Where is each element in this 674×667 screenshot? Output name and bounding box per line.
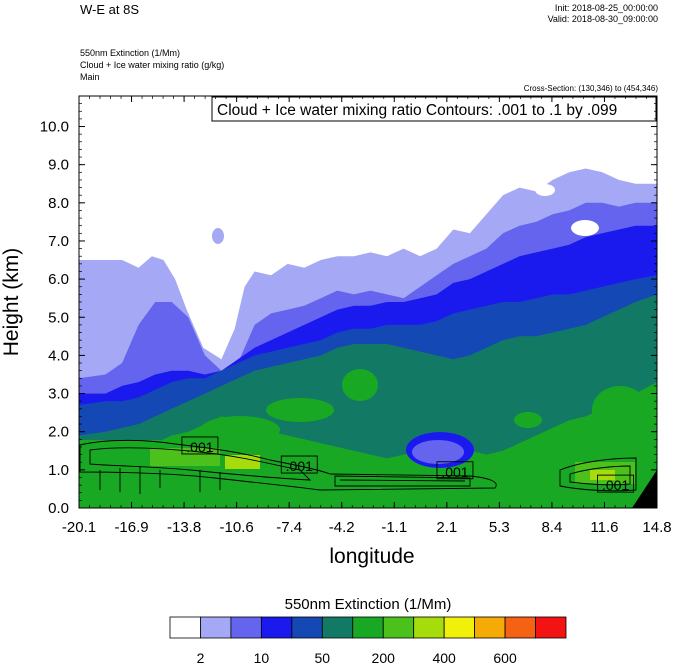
x-tick-label: -10.6	[220, 519, 254, 536]
colorbar-swatch	[169, 616, 201, 639]
contour-info-frame	[211, 96, 657, 122]
colorbar-swatch	[230, 616, 262, 639]
field-extinction-label: 550nm Extinction (1/Mm)	[80, 48, 181, 58]
colorbar-swatch	[504, 616, 536, 639]
contour-label: .001	[186, 439, 213, 455]
contour-label-box	[436, 461, 474, 480]
contour-line	[559, 457, 637, 492]
mixing-ratio-contours	[79, 439, 637, 494]
contour-info-box: Cloud + Ice water mixing ratio Contours:…	[211, 96, 657, 122]
contour-label: .001	[441, 464, 468, 480]
clear-gap-1	[571, 220, 599, 236]
colorbar-swatch	[321, 616, 354, 639]
plot-area: .001 .001 .001 .001	[79, 96, 657, 508]
x-tick-label: -7.4	[276, 519, 302, 536]
clear-gap-2	[535, 184, 555, 196]
x-tick-label: 5.3	[489, 519, 510, 536]
colorbar-label: 10	[254, 650, 270, 666]
y-tick-label: 0.0	[48, 500, 69, 517]
peak-extinction-west	[225, 455, 260, 469]
green-cell-1	[266, 398, 334, 422]
colorbar-label: 2	[197, 650, 205, 666]
x-tick-label: -16.9	[114, 519, 148, 536]
low-extinction-core	[412, 440, 464, 464]
colorbar-swatch	[535, 616, 567, 639]
colorbar-swatch	[474, 616, 506, 639]
y-tick-label: 5.0	[48, 309, 69, 326]
colorbar-swatch	[200, 616, 232, 639]
contour-label: .001	[286, 458, 313, 474]
x-tick-label: -4.2	[329, 519, 355, 536]
colorbar-swatch	[382, 616, 415, 639]
init-time: Init: 2018-08-25_00:00:00	[554, 3, 658, 13]
contour-label: .001	[602, 477, 629, 493]
x-axis-ticks: -20.1 -16.9 -13.8 -10.6 -7.4 -4.2 -1.1 2.1 5.3 8.…	[62, 96, 672, 536]
colorbar-swatch	[260, 616, 293, 639]
cross-section-label: Cross-Section: (130,346) to (454,346)	[523, 84, 658, 93]
contour-label-box	[597, 474, 635, 493]
green-cell-2	[342, 369, 378, 401]
field-mixing-ratio-label: Cloud + Ice water mixing ratio (g/kg)	[80, 60, 225, 70]
x-axis-label: longitude	[329, 545, 414, 568]
contour-label-box	[181, 436, 219, 455]
contour-labels: .001 .001 .001 .001	[181, 436, 635, 493]
x-tick-label: 8.4	[541, 519, 562, 536]
colorbar-label: 50	[315, 650, 331, 666]
colorbar-swatch	[443, 616, 476, 639]
contour-line	[89, 447, 312, 481]
colorbar-swatch	[291, 616, 323, 639]
field-main-label: Main	[80, 72, 100, 82]
y-tick-label: 8.0	[48, 195, 69, 212]
chart-title: W-E at 8S	[80, 2, 140, 17]
x-tick-label: -13.8	[167, 519, 201, 536]
y-tick-label: 3.0	[48, 386, 69, 403]
colorbar-title: 550nm Extinction (1/Mm)	[285, 596, 452, 613]
y-tick-label: 7.0	[48, 233, 69, 250]
x-tick-label: -20.1	[62, 519, 96, 536]
green-cell-4	[592, 386, 648, 434]
extinction-details	[80, 184, 657, 508]
contour-label-box	[280, 455, 318, 474]
colorbar-label: 600	[493, 650, 517, 666]
extinction-layer-600	[79, 382, 657, 508]
contour-line	[79, 439, 497, 491]
green-cell-3	[200, 416, 280, 444]
colorbar-swatch	[352, 616, 384, 639]
y-tick-label: 6.0	[48, 271, 69, 288]
colorbar: 2 10 50 200 400 600	[169, 616, 567, 666]
x-tick-label: -1.1	[381, 519, 407, 536]
y-tick-label: 10.0	[40, 119, 69, 136]
contour-line	[339, 479, 466, 482]
y-axis-label: Height (km)	[0, 248, 23, 357]
y-tick-label: 4.0	[48, 347, 69, 364]
isolated-cloud	[212, 228, 224, 244]
valid-time: Valid: 2018-08-30_09:00:00	[547, 14, 658, 24]
green-cell-5	[514, 412, 542, 428]
x-tick-label: 11.6	[590, 519, 618, 536]
colorbar-label: 200	[372, 650, 396, 666]
colorbar-label: 400	[432, 650, 456, 666]
contour-line	[99, 466, 221, 494]
y-tick-label: 9.0	[48, 157, 69, 174]
colorbar-swatch	[413, 616, 445, 639]
y-tick-label: 1.0	[48, 462, 69, 479]
x-tick-label: 2.1	[436, 519, 457, 536]
y-axis-ticks: 0.0 1.0 2.0 3.0 4.0 5.0 6.0 7.0 8.0 9.0 10.0	[40, 95, 657, 517]
terrain-mask	[632, 470, 657, 508]
y-tick-label: 2.0	[48, 424, 69, 441]
contour-line	[334, 475, 471, 487]
contour-line	[569, 465, 631, 486]
contour-info-text: Cloud + Ice water mixing ratio Contours:…	[217, 102, 617, 119]
x-tick-label: 14.8	[642, 519, 671, 536]
